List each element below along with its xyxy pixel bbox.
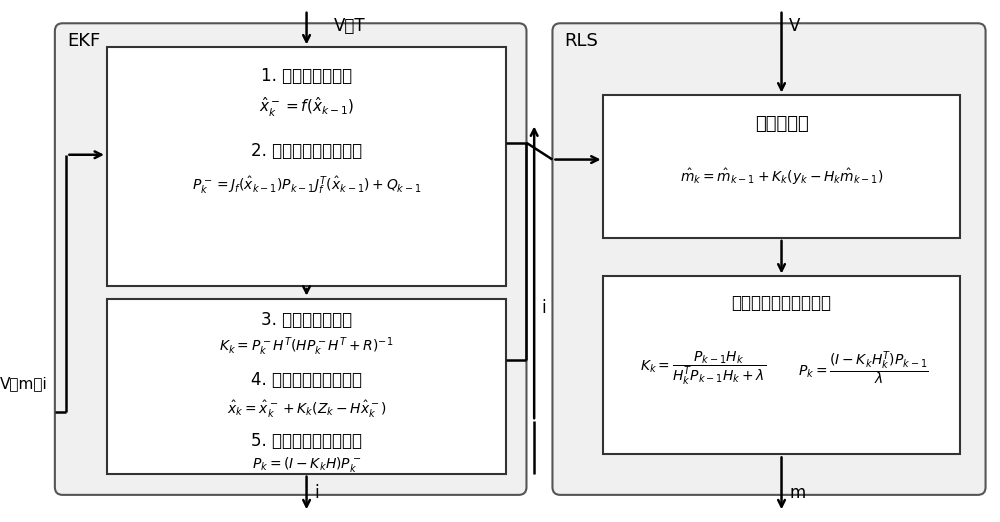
FancyBboxPatch shape <box>107 299 506 473</box>
Text: EKF: EKF <box>67 32 100 50</box>
Text: 计算估算值: 计算估算值 <box>755 115 808 133</box>
Text: RLS: RLS <box>564 32 598 50</box>
FancyBboxPatch shape <box>552 23 986 495</box>
FancyBboxPatch shape <box>603 277 960 455</box>
Text: V、T: V、T <box>334 17 365 35</box>
Text: V: V <box>789 17 801 35</box>
Text: $P_k = (I - K_kH)P_k^-$: $P_k = (I - K_kH)P_k^-$ <box>252 455 361 473</box>
Text: i: i <box>314 484 319 502</box>
Text: $P_k^- = J_f(\hat{x}_{k-1})P_{k-1}J_f^T(\hat{x}_{k-1}) + Q_{k-1}$: $P_k^- = J_f(\hat{x}_{k-1})P_{k-1}J_f^T(… <box>192 174 421 196</box>
Text: $P_k = \dfrac{(I - K_kH_k^T)P_{k-1}}{\lambda}$: $P_k = \dfrac{(I - K_kH_k^T)P_{k-1}}{\la… <box>798 349 929 387</box>
Text: V、m、i: V、m、i <box>0 376 47 391</box>
Text: 2. 计算先验误差协方差: 2. 计算先验误差协方差 <box>251 143 362 160</box>
Text: $\hat{m}_k = \hat{m}_{k-1} + K_k(y_k - H_k\hat{m}_{k-1})$: $\hat{m}_k = \hat{m}_{k-1} + K_k(y_k - H… <box>680 167 883 187</box>
FancyBboxPatch shape <box>603 96 960 238</box>
Text: 计算增益和误差协方差: 计算增益和误差协方差 <box>732 294 832 312</box>
FancyBboxPatch shape <box>107 48 506 286</box>
Text: $K_k = P_k^-H^T(HP_k^-H^T + R)^{-1}$: $K_k = P_k^-H^T(HP_k^-H^T + R)^{-1}$ <box>219 335 394 358</box>
Text: $K_k = \dfrac{P_{k-1}H_k}{H_k^TP_{k-1}H_k + \lambda}$: $K_k = \dfrac{P_{k-1}H_k}{H_k^TP_{k-1}H_… <box>640 349 766 386</box>
Text: $\hat{x}_k^- = f(\hat{x}_{k-1})$: $\hat{x}_k^- = f(\hat{x}_{k-1})$ <box>259 96 354 118</box>
FancyBboxPatch shape <box>55 23 526 495</box>
Text: i: i <box>542 299 546 317</box>
Text: 5. 更新后验误差协方差: 5. 更新后验误差协方差 <box>251 432 362 450</box>
Text: m: m <box>789 484 805 502</box>
Text: 1. 计算先验估算值: 1. 计算先验估算值 <box>261 67 352 85</box>
Text: 3. 计算卡尔曼增益: 3. 计算卡尔曼增益 <box>261 311 352 329</box>
Text: $\hat{x}_k = \hat{x}_k^- + K_k(Z_k - H\hat{x}_k^-)$: $\hat{x}_k = \hat{x}_k^- + K_k(Z_k - H\h… <box>227 399 386 420</box>
Text: 4. 更新后验状态估算值: 4. 更新后验状态估算值 <box>251 371 362 389</box>
